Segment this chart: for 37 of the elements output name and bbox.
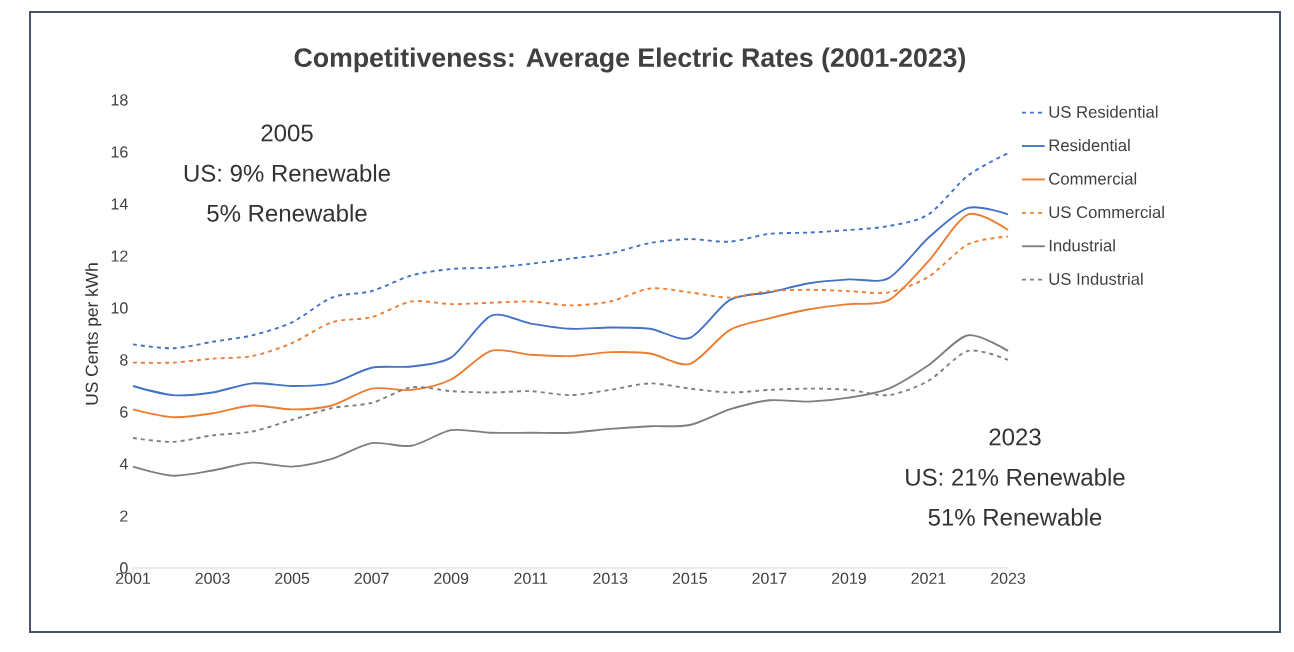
annotation: US: 21% Renewable <box>906 468 1125 486</box>
y-tick-label: 6 <box>120 406 128 418</box>
y-tick-label: 18 <box>111 94 128 106</box>
legend-label: Commercial <box>1049 172 1137 185</box>
x-tick-label: 2013 <box>593 572 628 585</box>
x-tick-label: 2011 <box>514 572 548 585</box>
x-tick-label: 2023 <box>991 572 1026 585</box>
x-tick-label: 2005 <box>275 572 310 585</box>
legend-label: US Residential <box>1049 105 1158 118</box>
y-tick-label: 4 <box>119 458 128 470</box>
x-tick-label: 2021 <box>911 572 946 585</box>
chart-title: Competitiveness: Average Electric Rates (2001-2023) <box>294 47 966 73</box>
y-tick-label: 2 <box>120 510 128 522</box>
x-tick-label: 2015 <box>672 572 707 585</box>
x-tick-label: 2009 <box>434 572 469 585</box>
legend-label: Industrial <box>1049 239 1115 252</box>
annotation: 5% Renewable <box>207 204 367 222</box>
y-tick-label: 16 <box>111 146 128 158</box>
x-tick-label: 2003 <box>195 572 230 585</box>
x-tick-label: 2007 <box>354 572 389 585</box>
y-tick-label: 10 <box>111 302 128 314</box>
annotation: 2023 <box>989 428 1041 446</box>
line-series <box>132 152 1009 350</box>
legend-label: US Commercial <box>1049 205 1164 219</box>
annotation: US: 9% Renewable <box>184 164 390 182</box>
annotation: 51% Renewable <box>928 508 1102 526</box>
x-tick-label: 2019 <box>831 572 866 585</box>
x-tick-label: 2017 <box>752 572 787 585</box>
y-tick-label: 14 <box>111 198 128 210</box>
y-tick-label: 8 <box>120 354 128 366</box>
y-tick-label: 12 <box>111 250 128 262</box>
y-tick-label: 0 <box>120 562 128 574</box>
legend-label: Residential <box>1049 138 1130 152</box>
legend-label: US Industrial <box>1049 272 1143 285</box>
annotation: 2005 <box>261 124 313 142</box>
x-tick-label: 2001 <box>116 572 151 585</box>
y-axis-title: US Cents per kWh <box>85 263 102 405</box>
